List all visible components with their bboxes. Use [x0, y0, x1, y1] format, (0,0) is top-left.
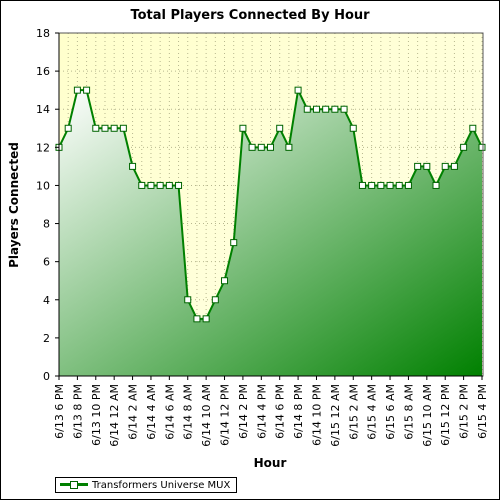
- data-point: [294, 86, 302, 94]
- data-point: [257, 143, 265, 151]
- data-point: [432, 181, 440, 189]
- x-tick-label: 6/14 12 AM: [108, 384, 121, 447]
- data-point: [230, 239, 238, 247]
- legend-swatch: [60, 480, 88, 490]
- data-point: [340, 105, 348, 113]
- data-point: [175, 181, 183, 189]
- data-point: [322, 105, 330, 113]
- data-point: [129, 162, 137, 170]
- y-tick-label: 6: [43, 256, 50, 269]
- y-tick-label: 10: [36, 179, 50, 192]
- legend-label: Transformers Universe MUX: [92, 479, 231, 491]
- x-tick-label: 6/15 8 AM: [402, 384, 415, 440]
- data-point: [303, 105, 311, 113]
- data-point: [358, 181, 366, 189]
- y-tick-label: 8: [43, 218, 50, 231]
- data-point: [368, 181, 376, 189]
- x-tick-label: 6/15 2 PM: [458, 384, 471, 439]
- y-tick-label: 0: [43, 370, 50, 383]
- data-point: [202, 315, 210, 323]
- data-point: [423, 162, 431, 170]
- data-point: [478, 143, 486, 151]
- data-point: [404, 181, 412, 189]
- chart-title: Total Players Connected By Hour: [130, 8, 370, 23]
- data-point: [156, 181, 164, 189]
- x-tick-label: 6/14 4 AM: [145, 384, 158, 440]
- data-point: [101, 124, 109, 132]
- data-point: [64, 124, 72, 132]
- y-tick-label: 2: [43, 332, 50, 345]
- data-point: [349, 124, 357, 132]
- x-tick-label: 6/14 2 PM: [237, 384, 250, 439]
- x-axis-label: Hour: [253, 456, 287, 470]
- data-point: [460, 143, 468, 151]
- data-point: [138, 181, 146, 189]
- data-point: [211, 296, 219, 304]
- data-point: [312, 105, 320, 113]
- y-tick-label: 4: [43, 294, 50, 307]
- data-point: [248, 143, 256, 151]
- data-point: [285, 143, 293, 151]
- x-tick-label: 6/14 8 PM: [292, 384, 305, 439]
- y-tick-label: 16: [36, 65, 50, 78]
- data-point: [83, 86, 91, 94]
- y-tick-label: 18: [36, 27, 50, 40]
- data-point: [221, 277, 229, 285]
- data-point: [119, 124, 127, 132]
- data-point: [193, 315, 201, 323]
- data-point: [386, 181, 394, 189]
- data-point: [267, 143, 274, 151]
- data-point: [184, 296, 192, 304]
- y-tick-label: 12: [36, 141, 50, 154]
- x-tick-label: 6/15 12 PM: [439, 384, 452, 446]
- x-tick-label: 6/14 10 PM: [310, 384, 323, 446]
- data-point: [147, 181, 155, 189]
- data-point: [239, 124, 247, 132]
- x-tick-label: 6/15 10 AM: [421, 384, 434, 447]
- data-point: [469, 124, 477, 132]
- x-tick-label: 6/14 2 AM: [127, 384, 140, 440]
- x-tick-label: 6/15 6 AM: [384, 384, 397, 440]
- y-tick-label: 14: [36, 103, 50, 116]
- data-point: [165, 181, 173, 189]
- x-tick-label: 6/14 4 PM: [255, 384, 268, 439]
- x-tick-label: 6/13 8 PM: [71, 384, 84, 439]
- data-point: [377, 181, 385, 189]
- series-area: [59, 90, 482, 377]
- data-point: [92, 124, 100, 132]
- x-tick-label: 6/14 12 PM: [219, 384, 232, 446]
- legend: Transformers Universe MUX: [55, 477, 238, 493]
- data-point: [450, 162, 458, 170]
- x-tick-label: 6/15 4 AM: [366, 384, 379, 440]
- x-tick-label: 6/13 6 PM: [53, 384, 66, 439]
- x-tick-label: 6/14 8 AM: [182, 384, 195, 440]
- x-tick-label: 6/14 6 AM: [163, 384, 176, 440]
- x-tick-label: 6/13 10 PM: [90, 384, 103, 446]
- x-tick-label: 6/15 12 AM: [329, 384, 342, 447]
- x-tick-label: 6/15 4 PM: [476, 384, 489, 439]
- data-point: [73, 86, 81, 94]
- data-point: [441, 162, 449, 170]
- data-point: [395, 181, 403, 189]
- data-point: [276, 124, 284, 132]
- data-point: [110, 124, 118, 132]
- x-tick-label: 6/15 2 AM: [347, 384, 360, 440]
- x-tick-label: 6/14 6 PM: [274, 384, 287, 439]
- x-tick-label: 6/14 10 AM: [200, 384, 213, 447]
- data-point: [414, 162, 422, 170]
- data-point: [331, 105, 339, 113]
